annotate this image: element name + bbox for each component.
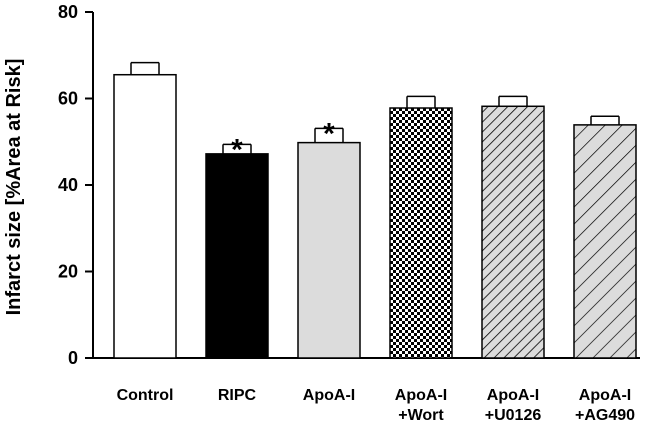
y-ticks: 0 20 40 60 80 xyxy=(58,2,93,368)
y-tick-label: 80 xyxy=(58,2,78,22)
bar xyxy=(389,107,453,359)
bar xyxy=(205,153,269,359)
bar xyxy=(113,73,177,359)
significance-marker: * xyxy=(323,117,335,150)
category-label: RIPC xyxy=(218,387,257,404)
category-label: ApoA-I xyxy=(395,387,447,404)
y-tick-label: 60 xyxy=(58,89,78,109)
bar xyxy=(573,124,637,359)
bars: * * xyxy=(113,61,637,359)
category-label: +AG490 xyxy=(575,407,635,424)
y-tick-label: 40 xyxy=(58,175,78,195)
bar xyxy=(297,141,361,359)
category-labels: Control RIPC ApoA-I ApoA-I +Wort ApoA-I +U0126… xyxy=(117,387,636,424)
bar xyxy=(481,105,545,359)
category-label: ApoA-I xyxy=(579,387,631,404)
category-label: +Wort xyxy=(398,407,444,424)
significance-marker: * xyxy=(231,133,243,166)
category-label: Control xyxy=(117,387,174,404)
category-label: ApoA-I xyxy=(303,387,355,404)
y-axis-title: Infarct size [%Area at Risk] xyxy=(3,59,25,316)
category-label: ApoA-I xyxy=(487,387,539,404)
y-tick-label: 0 xyxy=(68,348,78,368)
y-tick-label: 20 xyxy=(58,262,78,282)
category-label: +U0126 xyxy=(485,407,542,424)
